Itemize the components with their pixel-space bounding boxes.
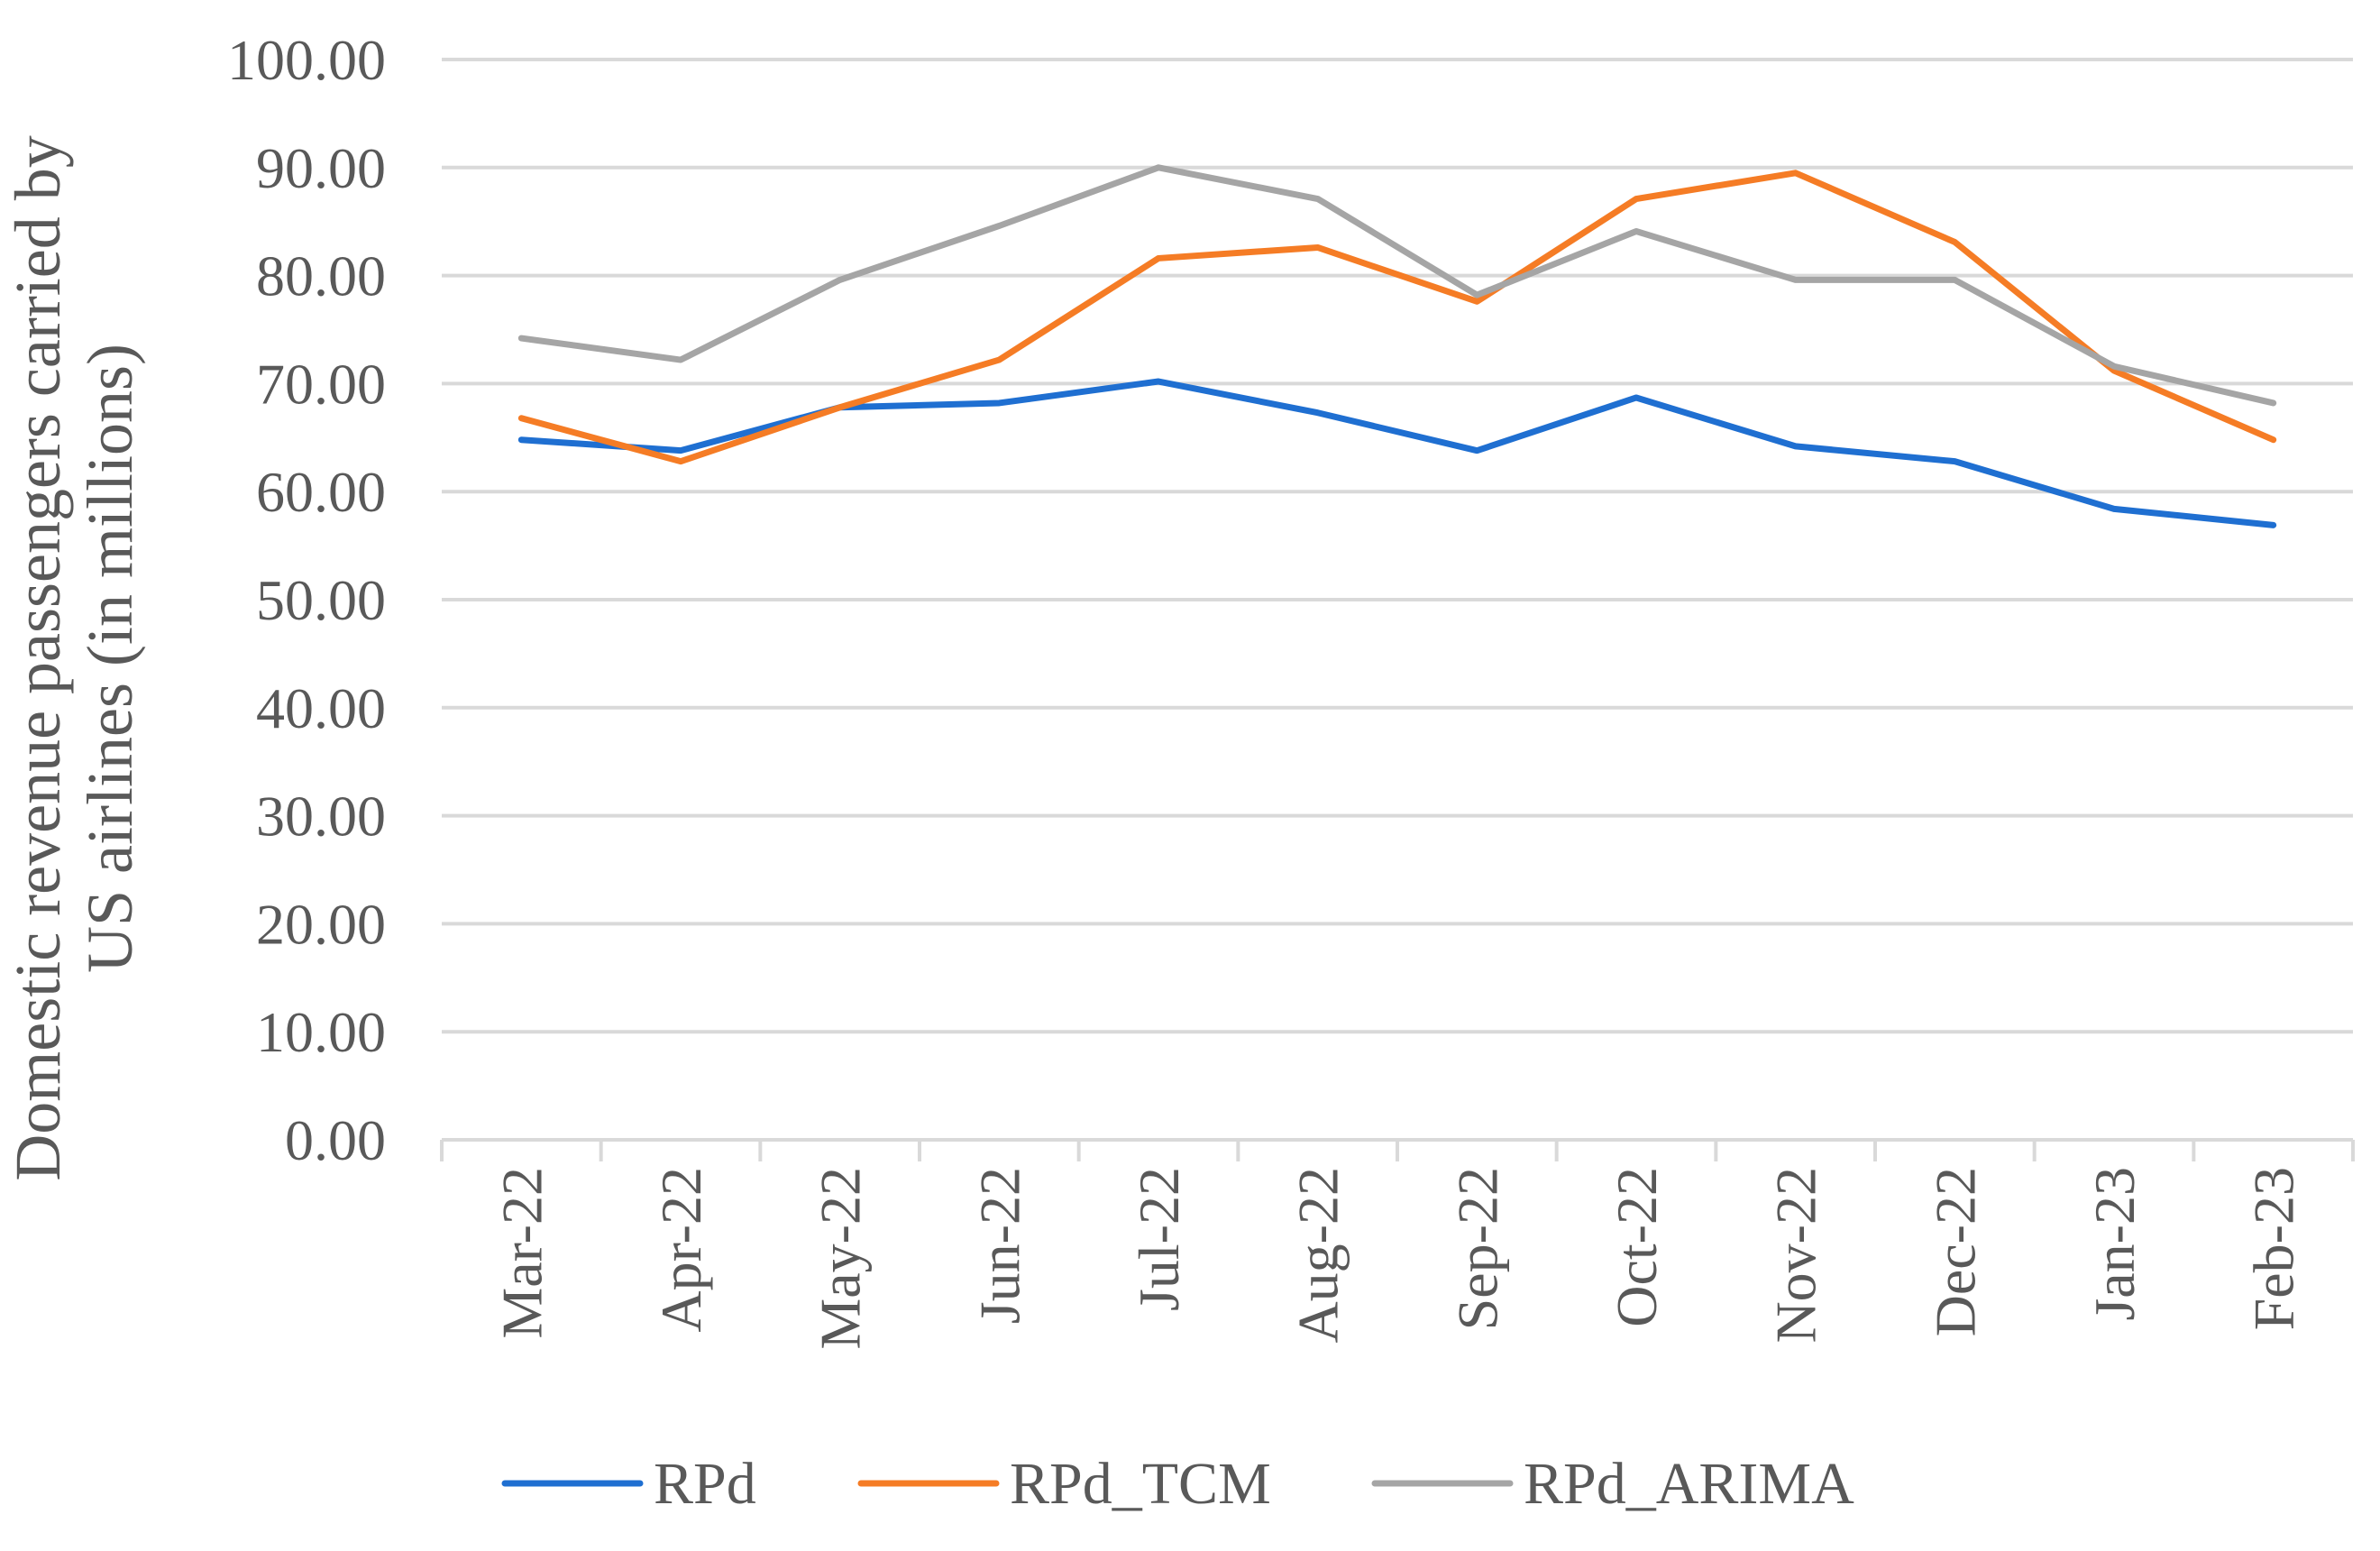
y-tick-label: 50.00 [256, 568, 386, 632]
legend-label-rpd-tcm: RPd_TCM [1010, 1451, 1271, 1517]
x-tick-label-dec-22: Dec-22 [1923, 1167, 1987, 1336]
y-tick-label: 40.00 [256, 676, 386, 740]
y-tick-label: 90.00 [256, 136, 386, 200]
y-axis-title-line-2: US airlines (in millions) [74, 344, 146, 973]
y-tick-label: 70.00 [256, 352, 386, 416]
x-tick-label-apr-22: Apr-22 [649, 1167, 713, 1333]
legend-item-rpd-arima: RPd_ARIMA [1371, 1451, 1854, 1517]
x-tick-label-nov-22: Nov-22 [1764, 1167, 1828, 1344]
legend: RPd RPd_TCM RPd_ARIMA [501, 1451, 1854, 1517]
y-tick-label: 60.00 [256, 460, 386, 524]
y-tick-label: 80.00 [256, 244, 386, 308]
y-tick-label: 0.00 [285, 1108, 386, 1172]
x-axis-tick-labels: Mar-22 Apr-22 May-22 Jun-22 Jul-22 Aug-22 Sep-… [490, 1167, 2305, 1350]
data-series [517, 164, 2277, 528]
x-tick-label-feb-23: Feb-23 [2242, 1167, 2306, 1330]
x-tick-label-jul-22: Jul-22 [1127, 1167, 1191, 1311]
x-tick-label-jun-22: Jun-22 [967, 1167, 1031, 1324]
series-rpd [517, 378, 2277, 528]
x-tick-label-oct-22: Oct-22 [1605, 1167, 1669, 1327]
x-tick-label-may-22: May-22 [809, 1167, 873, 1350]
y-tick-label: 30.00 [256, 785, 386, 849]
series-line-rpd-arima [517, 164, 2277, 407]
legend-item-rpd-tcm: RPd_TCM [857, 1451, 1271, 1517]
y-tick-label: 20.00 [256, 892, 386, 956]
gridlines [442, 58, 2353, 1034]
series-rpd-arima [517, 164, 2277, 407]
y-tick-label: 10.00 [256, 1000, 386, 1064]
y-tick-label: 100.00 [227, 28, 386, 92]
legend-label-rpd: RPd [654, 1451, 756, 1517]
y-axis-title: Domestic revenue passengers carried by U… [2, 135, 146, 1181]
series-line-rpd-tcm [517, 170, 2277, 465]
y-axis-tick-labels: 0.00 10.00 20.00 30.00 40.00 50.00 60.00 70.00 8… [227, 28, 386, 1172]
y-axis-title-line-1: Domestic revenue passengers carried by [2, 135, 74, 1181]
legend-item-rpd: RPd [501, 1451, 756, 1517]
x-tick-label-aug-22: Aug-22 [1286, 1167, 1350, 1344]
series-rpd-tcm [517, 170, 2277, 465]
x-tick-label-mar-22: Mar-22 [490, 1167, 554, 1339]
axes [440, 1138, 2355, 1161]
series-line-rpd [517, 378, 2277, 528]
legend-label-rpd-arima: RPd_ARIMA [1524, 1451, 1854, 1517]
x-tick-label-jan-23: Jan-23 [2082, 1167, 2147, 1321]
x-tick-label-sep-22: Sep-22 [1445, 1167, 1509, 1330]
